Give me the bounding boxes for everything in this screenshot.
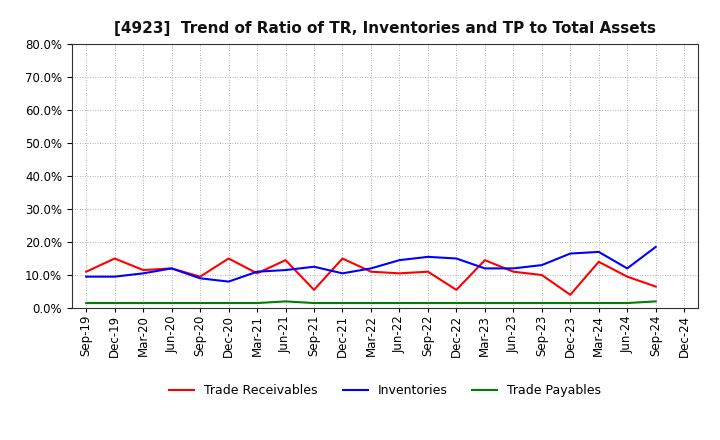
Trade Receivables [395, 271, 404, 276]
Trade Payables [595, 301, 603, 306]
Trade Payables [139, 301, 148, 306]
Inventories [366, 266, 375, 271]
Line: Trade Payables: Trade Payables [86, 301, 656, 303]
Inventories [338, 271, 347, 276]
Trade Payables [395, 301, 404, 306]
Legend: Trade Receivables, Inventories, Trade Payables: Trade Receivables, Inventories, Trade Pa… [164, 379, 606, 402]
Inventories [509, 266, 518, 271]
Inventories [595, 249, 603, 254]
Line: Trade Receivables: Trade Receivables [86, 259, 656, 295]
Trade Receivables [310, 287, 318, 293]
Trade Payables [282, 299, 290, 304]
Trade Receivables [338, 256, 347, 261]
Trade Payables [338, 301, 347, 306]
Trade Receivables [196, 274, 204, 279]
Trade Receivables [566, 292, 575, 297]
Inventories [282, 268, 290, 273]
Trade Payables [225, 301, 233, 306]
Trade Receivables [282, 257, 290, 263]
Trade Payables [537, 301, 546, 306]
Inventories [167, 266, 176, 271]
Inventories [139, 271, 148, 276]
Inventories [395, 257, 404, 263]
Trade Payables [366, 301, 375, 306]
Trade Receivables [139, 268, 148, 273]
Trade Payables [253, 301, 261, 306]
Inventories [196, 275, 204, 281]
Inventories [253, 269, 261, 275]
Trade Payables [310, 301, 318, 306]
Trade Receivables [225, 256, 233, 261]
Trade Receivables [82, 269, 91, 275]
Line: Inventories: Inventories [86, 247, 656, 282]
Trade Receivables [595, 259, 603, 264]
Trade Payables [509, 301, 518, 306]
Inventories [82, 274, 91, 279]
Trade Receivables [509, 269, 518, 275]
Trade Payables [196, 301, 204, 306]
Inventories [480, 266, 489, 271]
Trade Receivables [253, 271, 261, 276]
Trade Payables [452, 301, 461, 306]
Inventories [566, 251, 575, 256]
Inventories [110, 274, 119, 279]
Inventories [225, 279, 233, 284]
Inventories [623, 266, 631, 271]
Trade Receivables [537, 272, 546, 278]
Inventories [652, 244, 660, 249]
Trade Receivables [110, 256, 119, 261]
Inventories [537, 262, 546, 268]
Trade Payables [480, 301, 489, 306]
Title: [4923]  Trend of Ratio of TR, Inventories and TP to Total Assets: [4923] Trend of Ratio of TR, Inventories… [114, 21, 656, 36]
Trade Receivables [623, 274, 631, 279]
Inventories [423, 254, 432, 260]
Trade Payables [566, 301, 575, 306]
Inventories [452, 256, 461, 261]
Trade Payables [652, 299, 660, 304]
Trade Payables [423, 301, 432, 306]
Trade Receivables [167, 266, 176, 271]
Trade Receivables [423, 269, 432, 275]
Inventories [310, 264, 318, 269]
Trade Payables [82, 301, 91, 306]
Trade Receivables [452, 287, 461, 293]
Trade Receivables [652, 284, 660, 289]
Trade Payables [110, 301, 119, 306]
Trade Payables [623, 301, 631, 306]
Trade Receivables [366, 269, 375, 275]
Trade Payables [167, 301, 176, 306]
Trade Receivables [480, 257, 489, 263]
